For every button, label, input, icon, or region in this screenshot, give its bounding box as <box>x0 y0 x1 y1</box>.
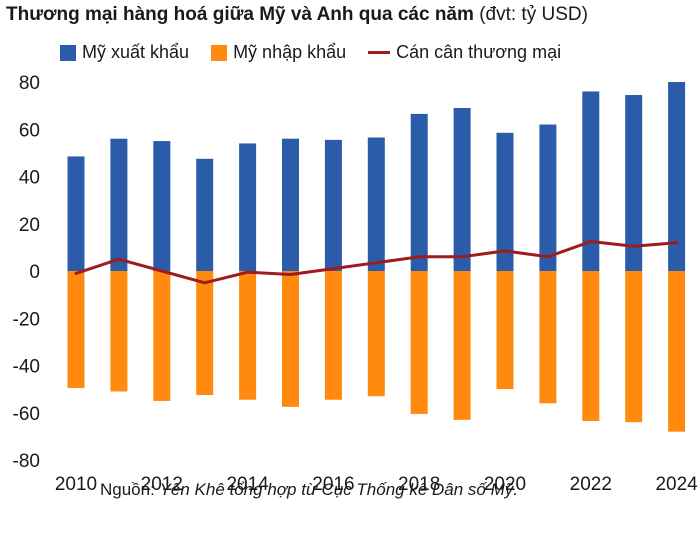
bar-imports-2023 <box>625 271 643 423</box>
series-balance <box>74 240 679 285</box>
bar-exports-2021 <box>539 124 557 272</box>
chart-title-main: Thương mại hàng hoá giữa Mỹ và Anh qua c… <box>6 4 474 25</box>
legend-swatch-imports <box>211 44 228 61</box>
bar-imports-2019 <box>453 271 471 420</box>
legend-item-balance: Cán cân thương mại <box>368 42 561 63</box>
bar-exports-2022 <box>582 91 600 271</box>
y-axis: 80 60 40 20 0 -20 -40 -60 -80 <box>13 73 40 472</box>
bar-exports-2020 <box>496 132 514 271</box>
x-tick-label: 2012 <box>141 474 183 495</box>
chart-unit-note: (đvt: tỷ USD) <box>479 4 588 25</box>
series-exports <box>67 82 686 272</box>
x-tick-label: 2022 <box>570 474 612 495</box>
bar-imports-2012 <box>153 271 171 401</box>
source-label: Nguồn: <box>100 480 155 499</box>
bar-exports-2012 <box>153 141 171 271</box>
y-tick-label: 40 <box>19 168 40 189</box>
bar-exports-2019 <box>453 107 471 271</box>
y-tick-label: 60 <box>19 120 40 141</box>
bar-imports-2010 <box>67 271 85 388</box>
bar-imports-2021 <box>539 271 557 404</box>
legend-swatch-balance <box>368 51 391 54</box>
x-tick-label: 2020 <box>484 474 526 495</box>
source-note: Nguồn: Yên Khê tổng hợp từ Cục Thống kê … <box>100 480 518 500</box>
y-tick-label: -80 <box>13 451 40 472</box>
bar-exports-2015 <box>282 138 299 271</box>
bar-exports-2014 <box>239 143 257 271</box>
y-tick-label: 20 <box>19 215 40 236</box>
legend: Mỹ xuất khẩu Mỹ nhập khẩu Cán cân thương… <box>60 42 583 63</box>
bar-exports-2013 <box>196 158 214 271</box>
source-text: Yên Khê tổng hợp từ Cục Thống kê Dân số … <box>159 480 518 499</box>
y-tick-label: 80 <box>19 73 40 94</box>
y-tick-label: 0 <box>29 262 40 283</box>
series-imports <box>67 271 686 432</box>
bar-exports-2011 <box>110 138 128 271</box>
x-tick-label: 2014 <box>226 474 269 495</box>
bar-imports-2013 <box>196 271 214 396</box>
bar-exports-2024 <box>668 82 686 271</box>
bar-exports-2017 <box>367 137 385 271</box>
bar-imports-2020 <box>496 271 514 390</box>
bar-exports-2010 <box>67 156 85 271</box>
bar-imports-2015 <box>282 271 299 407</box>
x-axis: 2010 2012 2014 2016 2018 2020 2022 2024 <box>55 474 698 495</box>
line-balance <box>74 240 679 285</box>
legend-label-exports: Mỹ xuất khẩu <box>82 42 190 62</box>
legend-item-imports: Mỹ nhập khẩu <box>211 42 346 63</box>
bar-imports-2017 <box>367 271 385 397</box>
bar-imports-2024 <box>668 271 686 432</box>
bar-imports-2014 <box>239 271 257 400</box>
legend-swatch-exports <box>60 44 76 61</box>
bar-imports-2018 <box>410 271 428 414</box>
y-tick-label: -60 <box>13 404 40 425</box>
x-tick-label: 2010 <box>55 474 97 495</box>
bar-exports-2016 <box>324 139 342 271</box>
bar-imports-2016 <box>324 271 342 400</box>
x-tick-label: 2024 <box>655 474 698 495</box>
legend-label-imports: Mỹ nhập khẩu <box>233 42 347 62</box>
y-tick-label: -40 <box>13 357 40 378</box>
bar-exports-2023 <box>625 94 643 272</box>
bar-imports-2022 <box>582 271 600 422</box>
bar-imports-2011 <box>110 271 128 392</box>
legend-label-balance: Cán cân thương mại <box>396 42 562 62</box>
x-tick-label: 2018 <box>398 474 440 495</box>
legend-item-exports: Mỹ xuất khẩu <box>60 42 189 63</box>
x-tick-label: 2016 <box>312 474 354 495</box>
bar-exports-2018 <box>410 113 428 271</box>
chart-title: Thương mại hàng hoá giữa Mỹ và Anh qua c… <box>6 4 588 26</box>
y-tick-label: -20 <box>13 309 40 330</box>
